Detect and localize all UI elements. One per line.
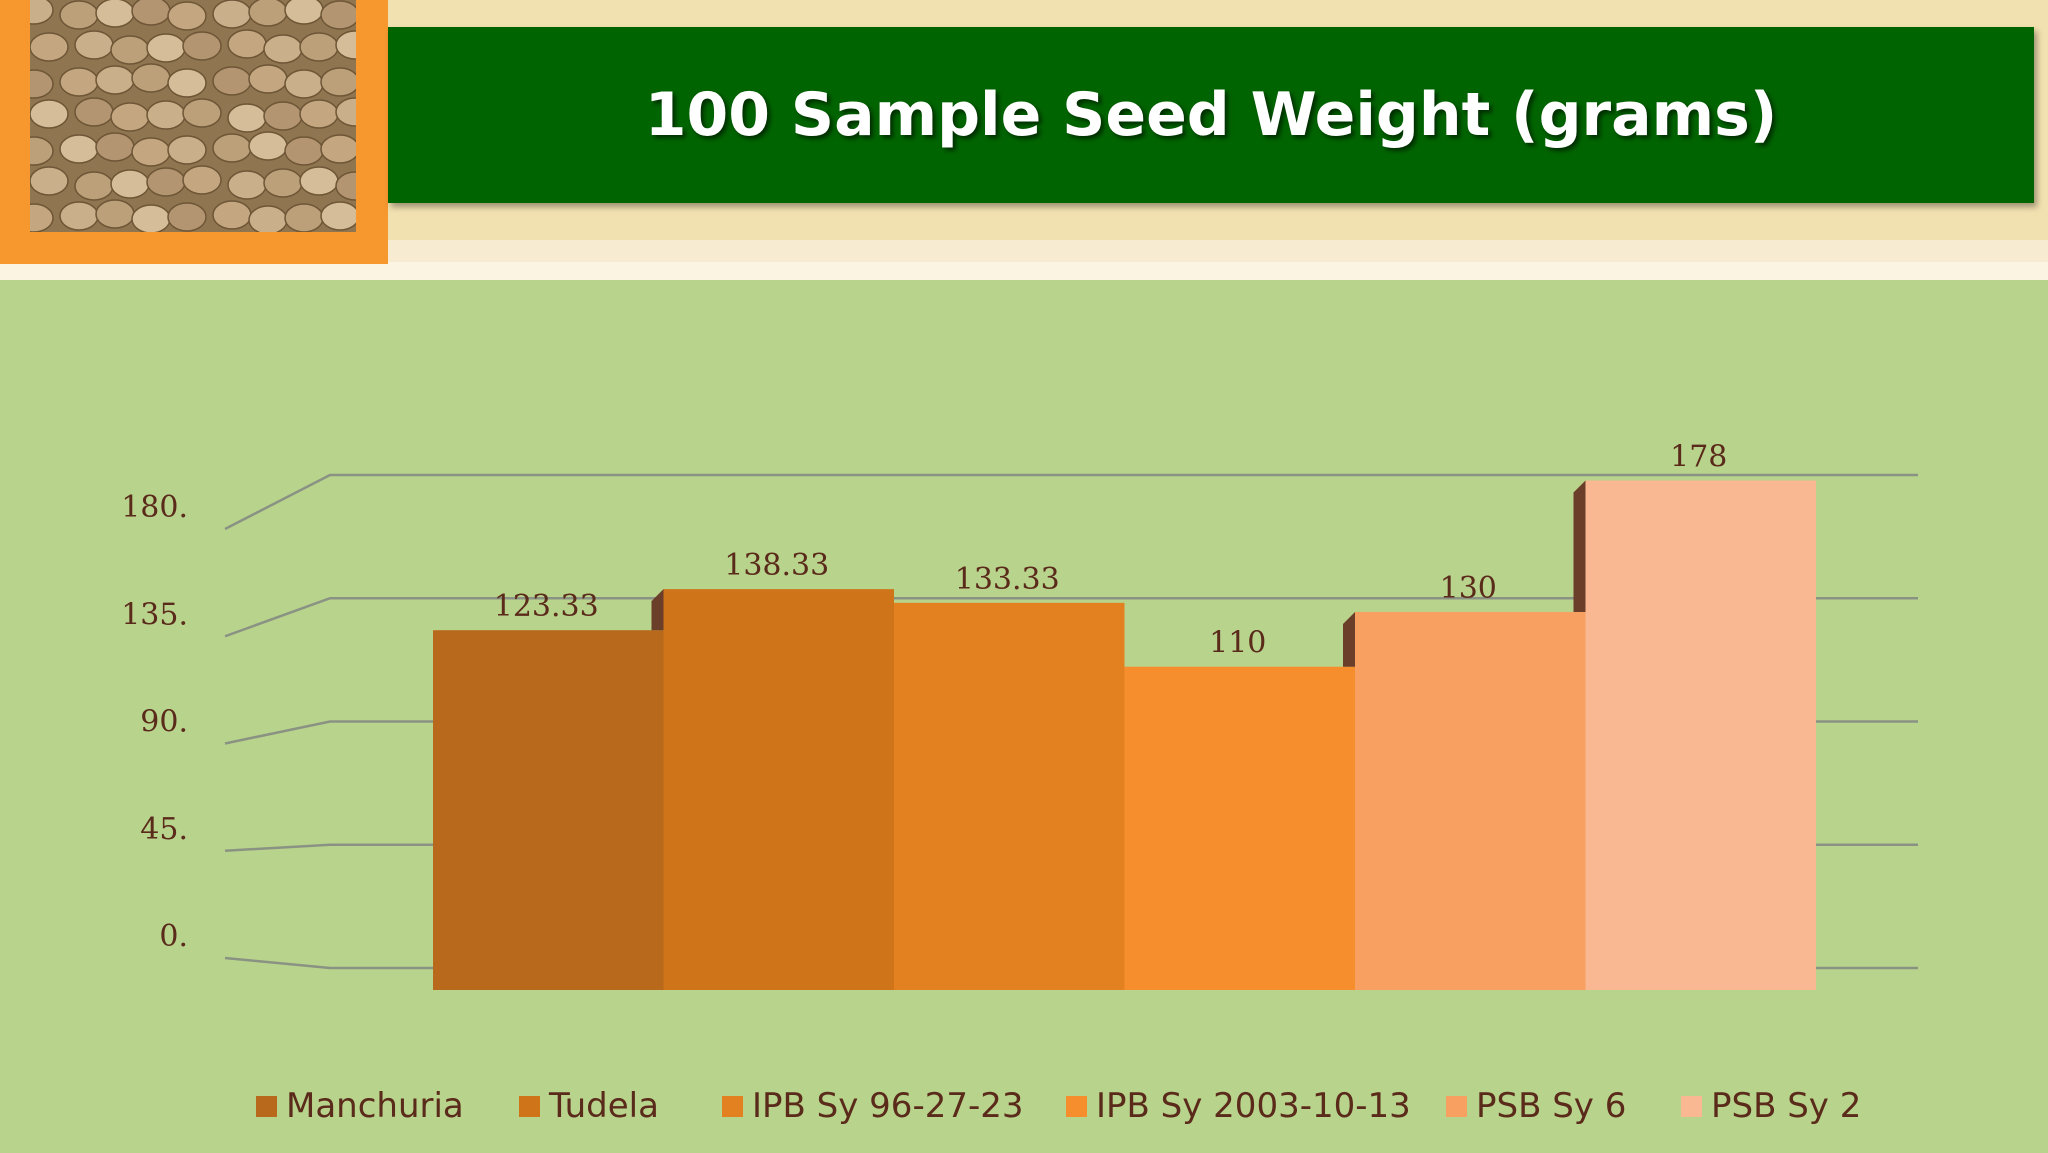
bar-side	[1573, 480, 1586, 612]
legend-item: Tudela	[519, 1086, 659, 1126]
legend-label: Manchuria	[286, 1086, 464, 1126]
seed	[335, 97, 356, 127]
title-bar: 100 Sample Seed Weight (grams)	[388, 27, 2034, 203]
torn-paper-edge	[0, 262, 2048, 280]
seed	[182, 98, 222, 128]
seed	[30, 69, 54, 99]
bars	[433, 480, 1816, 990]
legend-item: PSB Sy 6	[1446, 1086, 1626, 1126]
bar	[1585, 480, 1816, 990]
seed	[30, 99, 69, 129]
bar	[894, 602, 1125, 990]
data-label: 138.33	[724, 548, 829, 583]
bar-side	[1343, 611, 1355, 667]
seed	[320, 134, 356, 164]
bar	[663, 589, 894, 990]
legend-item: Manchuria	[256, 1086, 464, 1126]
seed	[320, 67, 356, 97]
data-label: 130	[1440, 571, 1497, 606]
gridline	[224, 473, 1918, 531]
data-labels: 123.33 138.33 133.33 110 130 178	[494, 439, 1728, 660]
legend-item: PSB Sy 2	[1681, 1086, 1861, 1126]
slide-title: 100 Sample Seed Weight (grams)	[644, 80, 1778, 150]
y-tick-label: 135.	[121, 597, 188, 632]
legend-label: PSB Sy 6	[1476, 1086, 1627, 1126]
legend-item: IPB Sy 96-27-23	[722, 1086, 1024, 1126]
soybean-seeds-photo	[30, 0, 356, 232]
legend-label: PSB Sy 2	[1711, 1086, 1862, 1126]
y-tick-label: 45.	[140, 812, 188, 847]
y-tick-label: 180.	[121, 490, 188, 525]
legend-label: IPB Sy 96-27-23	[752, 1086, 1024, 1126]
legend-swatch	[1681, 1095, 1702, 1117]
data-label: 110	[1209, 626, 1266, 661]
bar	[1355, 611, 1586, 990]
legend-item: IPB Sy 2003-10-13	[1066, 1086, 1411, 1126]
seed	[30, 136, 54, 166]
bar	[433, 630, 664, 990]
seed	[335, 171, 356, 201]
bar-side	[651, 589, 664, 631]
legend-swatch	[256, 1095, 277, 1117]
gridline	[224, 597, 1918, 638]
data-label: 123.33	[494, 589, 599, 624]
seed	[30, 0, 54, 25]
data-label: 133.33	[955, 562, 1060, 597]
seeds-icon	[30, 0, 356, 232]
legend-label: IPB Sy 2003-10-13	[1096, 1086, 1411, 1126]
seed	[167, 1, 207, 31]
seed	[30, 166, 69, 196]
photo-frame	[0, 0, 388, 264]
seed	[167, 202, 207, 232]
seed	[167, 135, 207, 165]
bar	[1124, 666, 1355, 990]
legend: Manchuria Tudela IPB Sy 96-27-23 IPB Sy 200…	[0, 1086, 2048, 1136]
y-tick-label: 90.	[140, 705, 188, 740]
legend-swatch	[722, 1095, 743, 1117]
data-label: 178	[1670, 439, 1727, 474]
y-axis-ticks: 0. 45. 90. 135. 180.	[121, 490, 188, 954]
legend-swatch	[1066, 1095, 1087, 1117]
seed	[30, 32, 69, 62]
y-tick-label: 0.	[159, 919, 188, 954]
legend-swatch	[1446, 1095, 1467, 1117]
seed	[167, 68, 207, 98]
seed	[320, 201, 356, 231]
seed	[182, 165, 222, 195]
legend-label: Tudela	[549, 1086, 659, 1126]
seed	[182, 31, 222, 61]
legend-swatch	[519, 1095, 540, 1117]
seed	[320, 0, 356, 30]
seed	[335, 30, 356, 60]
seed	[30, 203, 54, 232]
